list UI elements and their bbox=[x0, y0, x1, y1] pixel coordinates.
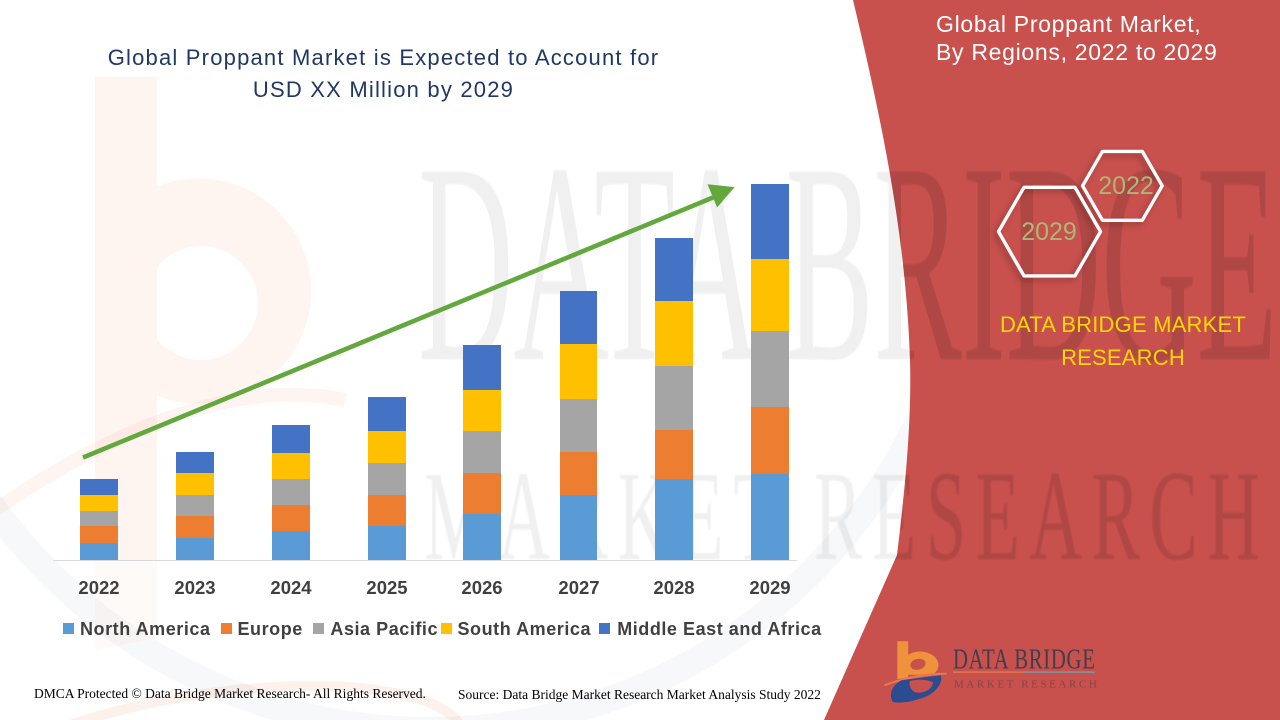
svg-text:MARKET RESEARCH: MARKET RESEARCH bbox=[954, 679, 1099, 691]
svg-text:DATA BRIDGE: DATA BRIDGE bbox=[953, 644, 1096, 675]
